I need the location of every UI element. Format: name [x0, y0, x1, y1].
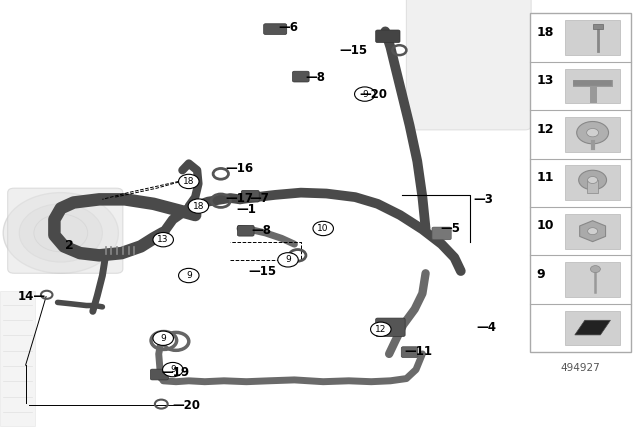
Text: —8: —8	[305, 71, 325, 85]
Text: —3: —3	[474, 193, 493, 206]
Circle shape	[579, 170, 607, 190]
Circle shape	[163, 362, 183, 377]
Text: —8: —8	[251, 224, 271, 237]
Text: —6: —6	[278, 21, 298, 34]
FancyBboxPatch shape	[241, 190, 259, 202]
FancyBboxPatch shape	[8, 188, 123, 273]
Circle shape	[587, 129, 598, 137]
Bar	[565, 69, 620, 103]
Text: —16: —16	[225, 161, 253, 175]
Text: —1: —1	[237, 203, 257, 216]
Text: —7: —7	[250, 191, 269, 205]
Text: 10: 10	[317, 224, 329, 233]
Circle shape	[179, 268, 199, 283]
Circle shape	[153, 233, 173, 247]
Circle shape	[19, 204, 102, 262]
Circle shape	[3, 193, 118, 273]
Text: —15: —15	[248, 264, 276, 278]
Text: —20: —20	[173, 399, 201, 412]
Bar	[565, 262, 620, 297]
Circle shape	[313, 221, 333, 236]
FancyBboxPatch shape	[150, 369, 168, 380]
Text: 12: 12	[536, 122, 554, 136]
Text: —15: —15	[339, 43, 367, 57]
Circle shape	[588, 228, 598, 235]
Circle shape	[278, 253, 298, 267]
Bar	[565, 20, 620, 55]
Circle shape	[577, 121, 609, 144]
FancyBboxPatch shape	[264, 24, 287, 34]
FancyBboxPatch shape	[292, 71, 309, 82]
Bar	[565, 214, 620, 249]
Text: 18: 18	[193, 202, 204, 211]
Text: 13: 13	[536, 74, 554, 87]
Text: 11: 11	[536, 171, 554, 184]
Polygon shape	[580, 221, 605, 241]
Text: 9: 9	[186, 271, 191, 280]
Bar	[565, 117, 620, 152]
FancyBboxPatch shape	[376, 318, 405, 336]
Circle shape	[355, 87, 375, 101]
Circle shape	[591, 266, 600, 272]
Polygon shape	[575, 320, 611, 335]
FancyBboxPatch shape	[432, 227, 451, 240]
Text: 14—: 14—	[18, 290, 46, 303]
Bar	[565, 310, 620, 345]
Bar	[593, 24, 603, 29]
Circle shape	[188, 199, 209, 213]
FancyBboxPatch shape	[401, 347, 418, 358]
Text: —11: —11	[404, 345, 433, 358]
Text: 18: 18	[536, 26, 554, 39]
FancyBboxPatch shape	[406, 0, 531, 130]
Text: —20: —20	[360, 87, 388, 101]
Circle shape	[179, 174, 199, 189]
Circle shape	[34, 214, 88, 252]
Text: 2: 2	[65, 239, 74, 252]
Bar	[0, 291, 35, 426]
Text: 9: 9	[536, 267, 545, 281]
Text: —4: —4	[477, 320, 497, 334]
Text: 13: 13	[157, 235, 169, 244]
Text: 12: 12	[375, 325, 387, 334]
Circle shape	[371, 322, 391, 336]
Text: 9: 9	[170, 365, 175, 374]
Text: 9: 9	[285, 255, 291, 264]
Circle shape	[588, 177, 598, 184]
FancyBboxPatch shape	[237, 225, 254, 236]
Bar	[0, 0, 528, 448]
Text: —19: —19	[161, 366, 189, 379]
Text: 9: 9	[161, 334, 166, 343]
Bar	[530, 13, 631, 352]
Text: 9: 9	[362, 90, 367, 99]
Text: —5: —5	[440, 222, 460, 235]
Bar	[587, 180, 598, 193]
Text: 10: 10	[536, 219, 554, 233]
Circle shape	[153, 331, 173, 345]
FancyBboxPatch shape	[376, 30, 400, 43]
Text: 18: 18	[183, 177, 195, 186]
Bar	[565, 165, 620, 200]
Text: —17: —17	[225, 191, 253, 205]
Text: 494927: 494927	[561, 363, 600, 373]
